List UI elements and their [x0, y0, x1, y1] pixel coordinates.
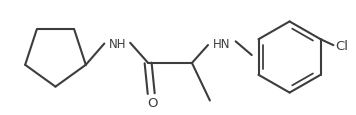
Text: Cl: Cl — [335, 39, 348, 52]
Text: NH: NH — [109, 37, 126, 50]
Text: O: O — [147, 96, 157, 109]
Text: HN: HN — [213, 37, 231, 50]
